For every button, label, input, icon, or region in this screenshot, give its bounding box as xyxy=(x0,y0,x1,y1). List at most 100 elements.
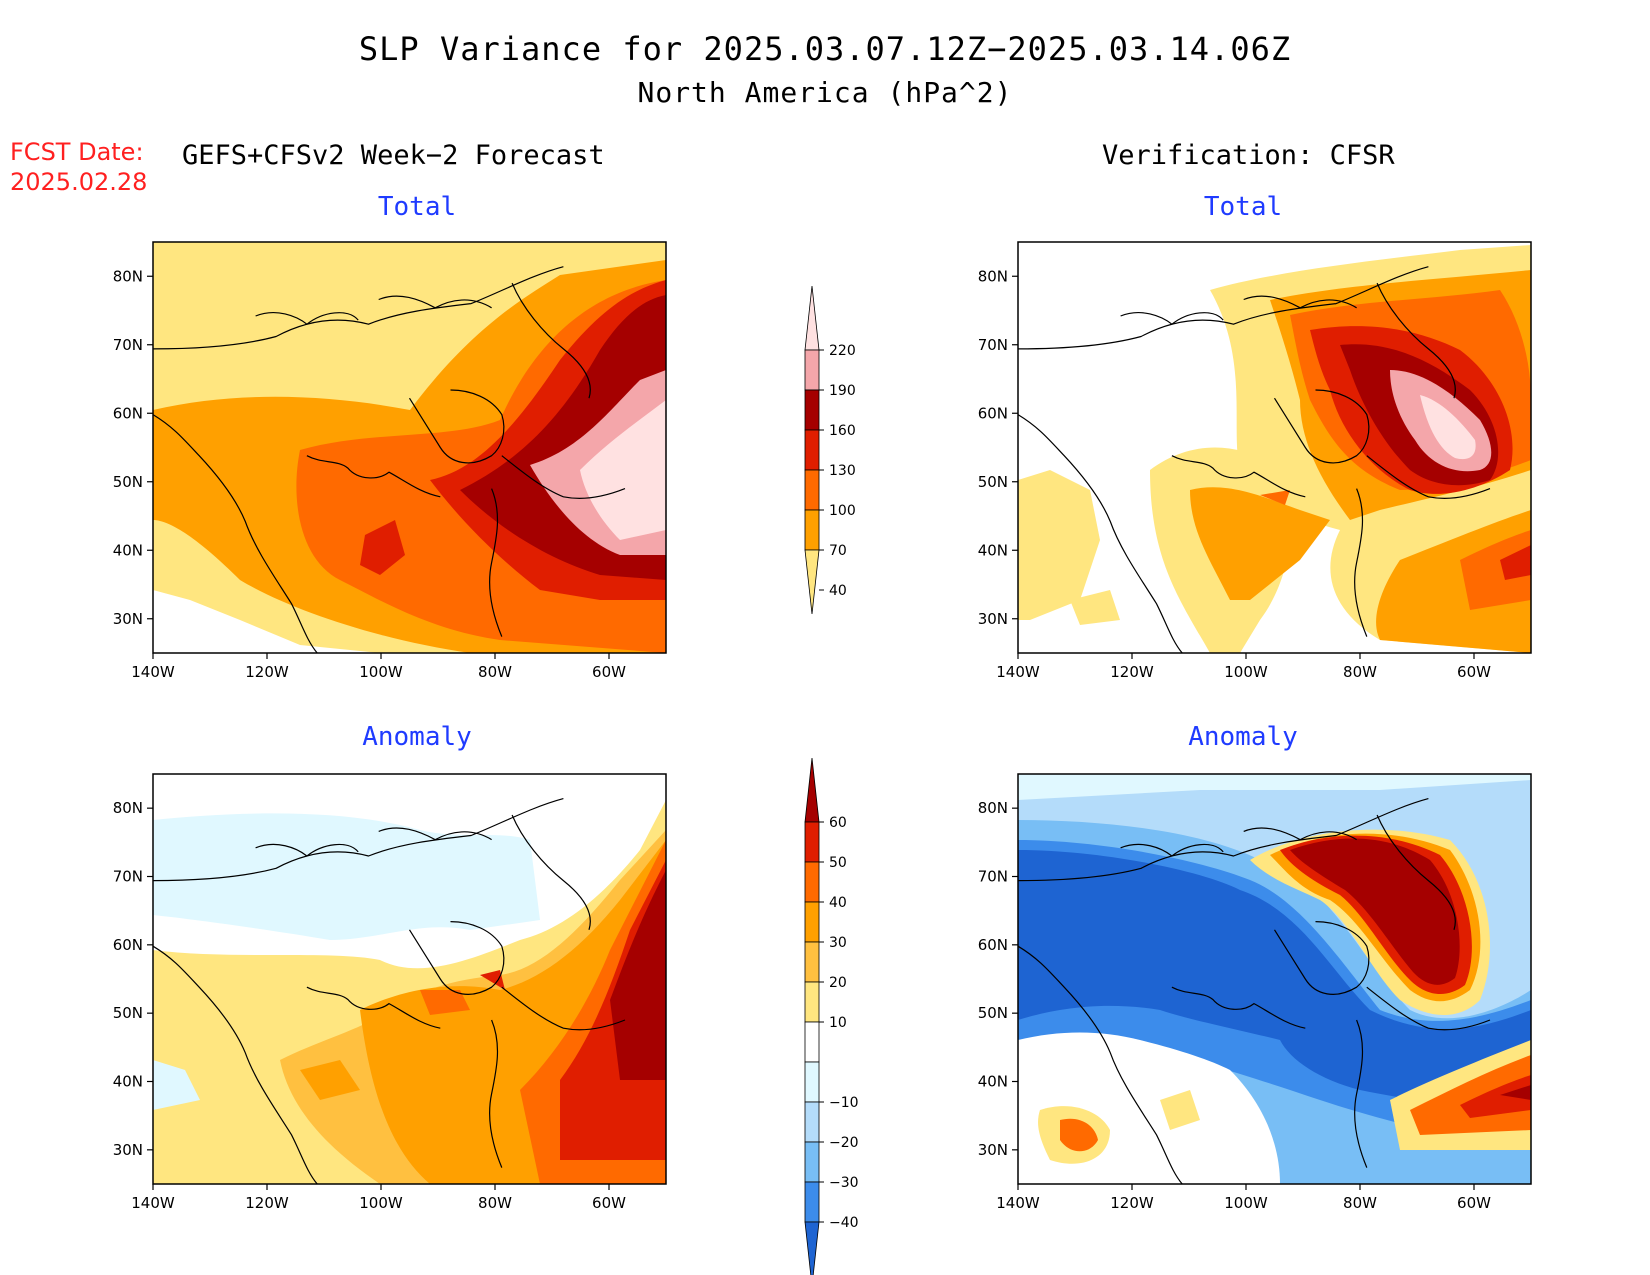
axis-labels: 140W 120W 100W 80W 60W 80N 70N 60N 50N 40N 30N 140W… xyxy=(113,267,1491,1212)
lon-tick-label: 140W xyxy=(996,1194,1040,1212)
colorbar-segment xyxy=(804,1221,820,1275)
colorbar-anomaly: 60 50 40 30 20 10 −10 −20 −30 −40 xyxy=(804,757,859,1275)
lon-tick-label: 80W xyxy=(1343,663,1377,681)
lat-tick-label: 70N xyxy=(978,868,1008,886)
colorbar-total-label: 70 xyxy=(829,543,847,559)
lon-tick-label: 60W xyxy=(592,1194,626,1212)
colorbar-segment xyxy=(804,757,820,823)
colorbar-segment xyxy=(804,349,820,391)
colorbar-segment xyxy=(804,429,820,471)
lon-tick-label: 80W xyxy=(478,663,512,681)
coastline xyxy=(152,945,318,1185)
coastline xyxy=(306,986,441,1029)
colorbar-segment xyxy=(804,509,820,551)
colorbar-segment xyxy=(804,861,820,903)
lon-tick-label: 80W xyxy=(1343,1194,1377,1212)
colorbar-segment xyxy=(804,549,820,615)
coastline xyxy=(1171,455,1306,498)
coastline xyxy=(1354,488,1368,637)
colorbar-segment xyxy=(804,1021,820,1063)
colorbar-total-label: 40 xyxy=(829,583,847,599)
coastline xyxy=(378,827,492,841)
lat-tick-label: 40N xyxy=(978,541,1008,559)
lat-tick-label: 80N xyxy=(978,267,1008,285)
lon-tick-label: 60W xyxy=(1457,663,1491,681)
coastline xyxy=(1120,312,1224,325)
coastline xyxy=(408,389,505,464)
colorbar-anomaly-label: 30 xyxy=(829,935,847,951)
lon-tick-label: 60W xyxy=(1457,1194,1491,1212)
coastline xyxy=(1171,986,1306,1029)
lat-tick-label: 40N xyxy=(978,1073,1008,1091)
lat-tick-label: 60N xyxy=(113,936,143,954)
panel-title-verification-total: Total xyxy=(1203,192,1283,222)
lon-tick-label: 100W xyxy=(359,663,403,681)
lon-tick-label: 120W xyxy=(245,1194,289,1212)
coastline xyxy=(1243,295,1357,309)
lat-tick-label: 30N xyxy=(113,610,143,628)
lon-tick-label: 120W xyxy=(245,663,289,681)
coastline xyxy=(1243,827,1357,841)
lat-tick-label: 60N xyxy=(978,404,1008,422)
lon-tick-label: 140W xyxy=(131,1194,175,1212)
colorbar-segment xyxy=(804,1101,820,1143)
colorbar-segment xyxy=(804,941,820,983)
lat-tick-label: 40N xyxy=(113,1073,143,1091)
colorbar-segment xyxy=(804,1181,820,1223)
coastline xyxy=(1376,814,1456,930)
colorbar-segment xyxy=(804,821,820,863)
map-verification-anomaly xyxy=(1018,774,1531,1184)
colorbar-total-label: 190 xyxy=(829,383,856,399)
colorbar-anomaly-label: 60 xyxy=(829,815,847,831)
colorbar-anomaly-label: 10 xyxy=(829,1015,847,1031)
colorbar-segment xyxy=(804,389,820,431)
lat-tick-label: 50N xyxy=(113,473,143,491)
colorbar-segment xyxy=(804,469,820,511)
lon-tick-label: 140W xyxy=(131,663,175,681)
coastline xyxy=(1366,986,1491,1031)
colorbar-total: 220 190 160 130 100 70 40 xyxy=(804,285,856,615)
colorbar-total-label: 130 xyxy=(829,463,856,479)
colorbar-anomaly-label: 50 xyxy=(829,855,847,871)
lon-tick-label: 60W xyxy=(592,663,626,681)
coastline xyxy=(408,921,505,995)
lat-tick-label: 30N xyxy=(978,1141,1008,1159)
panel-title-forecast-anomaly: Anomaly xyxy=(362,722,472,752)
coastline xyxy=(501,455,626,500)
coastline xyxy=(1354,1019,1368,1168)
coastline xyxy=(378,295,492,309)
lat-tick-label: 70N xyxy=(113,336,143,354)
colorbar-total-label: 100 xyxy=(829,503,856,519)
verification-header: Verification: CFSR xyxy=(1102,140,1395,171)
lon-tick-label: 100W xyxy=(1224,663,1268,681)
lat-tick-label: 30N xyxy=(113,1141,143,1159)
lat-tick-label: 80N xyxy=(113,267,143,285)
coastline xyxy=(152,798,564,882)
frame-forecast-total xyxy=(152,241,667,654)
lat-tick-label: 50N xyxy=(978,473,1008,491)
coastlines xyxy=(152,266,1491,1185)
coastline xyxy=(1017,414,1183,654)
colorbar-anomaly-label: −30 xyxy=(829,1175,859,1191)
lon-tick-label: 120W xyxy=(1110,663,1154,681)
colorbar-segment xyxy=(804,901,820,943)
coastline xyxy=(255,843,359,857)
colorbar-anomaly-label: −20 xyxy=(829,1135,859,1151)
coastline xyxy=(511,814,591,930)
lon-tick-label: 100W xyxy=(359,1194,403,1212)
coastline xyxy=(501,986,626,1031)
page-title: SLP Variance for 2025.03.07.12Z−2025.03.… xyxy=(358,30,1292,68)
coastline xyxy=(1273,921,1370,995)
lon-tick-label: 140W xyxy=(996,663,1040,681)
map-forecast-anomaly xyxy=(153,774,666,1184)
coastline xyxy=(1017,945,1183,1185)
lat-tick-label: 70N xyxy=(978,336,1008,354)
coastline xyxy=(1376,282,1456,399)
fcst-date-value: 2025.02.28 xyxy=(10,168,148,196)
colorbar-total-label: 160 xyxy=(829,423,856,439)
coastline xyxy=(511,282,591,399)
coastline xyxy=(489,488,503,637)
coastline xyxy=(1017,798,1429,882)
lat-tick-label: 60N xyxy=(113,404,143,422)
